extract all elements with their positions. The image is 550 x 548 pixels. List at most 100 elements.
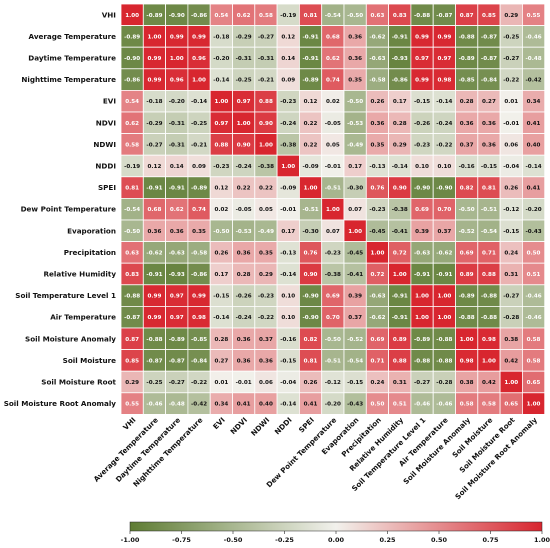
cell-value: -0.25 — [236, 78, 252, 84]
cell-value: -0.09 — [280, 186, 296, 192]
row-label-soil-moisture-root: Soil Moisture Root — [41, 378, 116, 387]
row-label-daytime-temperature: Daytime Temperature — [28, 54, 116, 63]
cell-value: -0.62 — [146, 250, 162, 256]
cell-value: 0.74 — [192, 207, 206, 213]
cell-value: -0.20 — [325, 402, 341, 408]
cell-value: -0.89 — [302, 78, 318, 84]
cell-value: 0.99 — [415, 78, 429, 84]
cell-value: 0.14 — [170, 164, 184, 170]
cell-value: 0.76 — [371, 186, 385, 192]
cell-value: 0.29 — [125, 380, 139, 386]
colorbar-tick-label: -0.75 — [172, 536, 191, 544]
cell-value: -0.54 — [325, 13, 341, 19]
cell-value: -0.31 — [236, 56, 252, 62]
cell-value: 0.85 — [125, 358, 139, 364]
cell-value: 0.06 — [259, 380, 273, 386]
colorbar-tick-label: 1.00 — [534, 536, 550, 544]
cell-value: -0.25 — [146, 380, 162, 386]
cell-value: 0.12 — [281, 34, 295, 40]
row-label-soil-moisture-root-anomaly: Soil Moisture Root Anomaly — [4, 399, 117, 408]
cell-value: -0.15 — [213, 294, 229, 300]
cell-value: -0.23 — [280, 99, 296, 105]
cell-value: -0.21 — [191, 142, 207, 148]
cell-value: 0.97 — [214, 121, 228, 127]
cell-value: -0.87 — [169, 358, 185, 364]
row-label-soil-temperature-level-1: Soil Temperature Level 1 — [15, 291, 116, 300]
cell-value: -0.50 — [347, 99, 363, 105]
cell-value: -0.19 — [124, 164, 140, 170]
cell-value: -0.50 — [347, 13, 363, 19]
cell-value: 0.10 — [437, 164, 451, 170]
cell-value: -0.88 — [146, 337, 162, 343]
cell-value: -0.46 — [146, 402, 162, 408]
cell-value: 0.97 — [237, 99, 251, 105]
cell-value: 0.29 — [393, 142, 407, 148]
cell-value: -0.18 — [213, 34, 229, 40]
cell-value: -0.62 — [436, 250, 452, 256]
cell-value: 0.35 — [371, 142, 385, 148]
cell-value: 0.36 — [237, 337, 251, 343]
cell-value: 0.99 — [148, 56, 162, 62]
cell-value: -0.86 — [392, 78, 408, 84]
cell-value: -0.22 — [191, 380, 207, 386]
cell-value: -0.91 — [414, 272, 430, 278]
cell-value: -0.88 — [436, 358, 452, 364]
cell-value: 0.07 — [348, 207, 362, 213]
cell-value: 0.98 — [460, 358, 474, 364]
cell-value: 0.17 — [281, 229, 295, 235]
cell-value: -0.49 — [258, 229, 274, 235]
cell-value: -0.20 — [525, 207, 541, 213]
cell-value: 1.00 — [304, 186, 318, 192]
cell-value: -0.50 — [459, 207, 475, 213]
cell-value: -0.16 — [280, 337, 296, 343]
cell-value: -0.24 — [436, 121, 452, 127]
cell-value: -0.14 — [280, 402, 296, 408]
cell-value: -0.01 — [280, 207, 296, 213]
row-label-nddi: NDDI — [95, 162, 116, 171]
cell-value: 0.37 — [259, 337, 273, 343]
cell-value: 1.00 — [527, 402, 541, 408]
cell-value: 0.85 — [482, 13, 496, 19]
col-label-soil-moisture-root-anomaly: Soil Moisture Root Anomaly — [453, 415, 539, 501]
cell-value: 0.72 — [371, 272, 385, 278]
cell-value: 0.28 — [393, 121, 407, 127]
cell-value: 0.29 — [504, 13, 518, 19]
cell-value: 0.54 — [125, 99, 139, 105]
cell-value: -0.50 — [124, 229, 140, 235]
cell-value: 0.98 — [437, 78, 451, 84]
cell-value: -0.27 — [146, 142, 162, 148]
cell-value: -0.84 — [481, 78, 497, 84]
cell-value: 1.00 — [437, 294, 451, 300]
cell-value: -0.43 — [347, 402, 363, 408]
cell-value: 0.83 — [393, 13, 407, 19]
cell-value: -0.51 — [481, 207, 497, 213]
cell-value: 0.90 — [393, 186, 407, 192]
cell-value: 0.37 — [348, 315, 362, 321]
cell-value: -0.43 — [525, 229, 541, 235]
cell-value: 0.74 — [326, 78, 340, 84]
colorbar-tick-label: -1.00 — [121, 536, 140, 544]
cell-value: 0.34 — [527, 99, 541, 105]
cell-value: -0.30 — [302, 229, 318, 235]
cell-value: 0.36 — [170, 229, 184, 235]
cell-value: 1.00 — [281, 164, 295, 170]
cell-value: 0.63 — [371, 13, 385, 19]
cell-value: 0.14 — [281, 56, 295, 62]
cell-value: 0.27 — [482, 99, 496, 105]
cell-value: -0.14 — [280, 272, 296, 278]
cell-value: 0.12 — [304, 99, 318, 105]
cell-value: 0.41 — [527, 186, 541, 192]
colorbar-tick-label: 0.50 — [431, 536, 448, 544]
cell-value: 0.68 — [326, 34, 340, 40]
cell-value: -0.91 — [302, 34, 318, 40]
row-label-soil-moisture-anomaly: Soil Moisture Anomaly — [25, 334, 116, 343]
col-label-ndvi: NDVI — [228, 415, 249, 436]
cell-value: -0.51 — [325, 186, 341, 192]
cell-value: -0.89 — [459, 56, 475, 62]
cell-value: -0.88 — [414, 358, 430, 364]
cell-value: 0.97 — [415, 56, 429, 62]
cell-value: 0.36 — [237, 358, 251, 364]
cell-value: 0.55 — [527, 13, 541, 19]
row-label-soil-moisture: Soil Moisture — [63, 356, 116, 365]
